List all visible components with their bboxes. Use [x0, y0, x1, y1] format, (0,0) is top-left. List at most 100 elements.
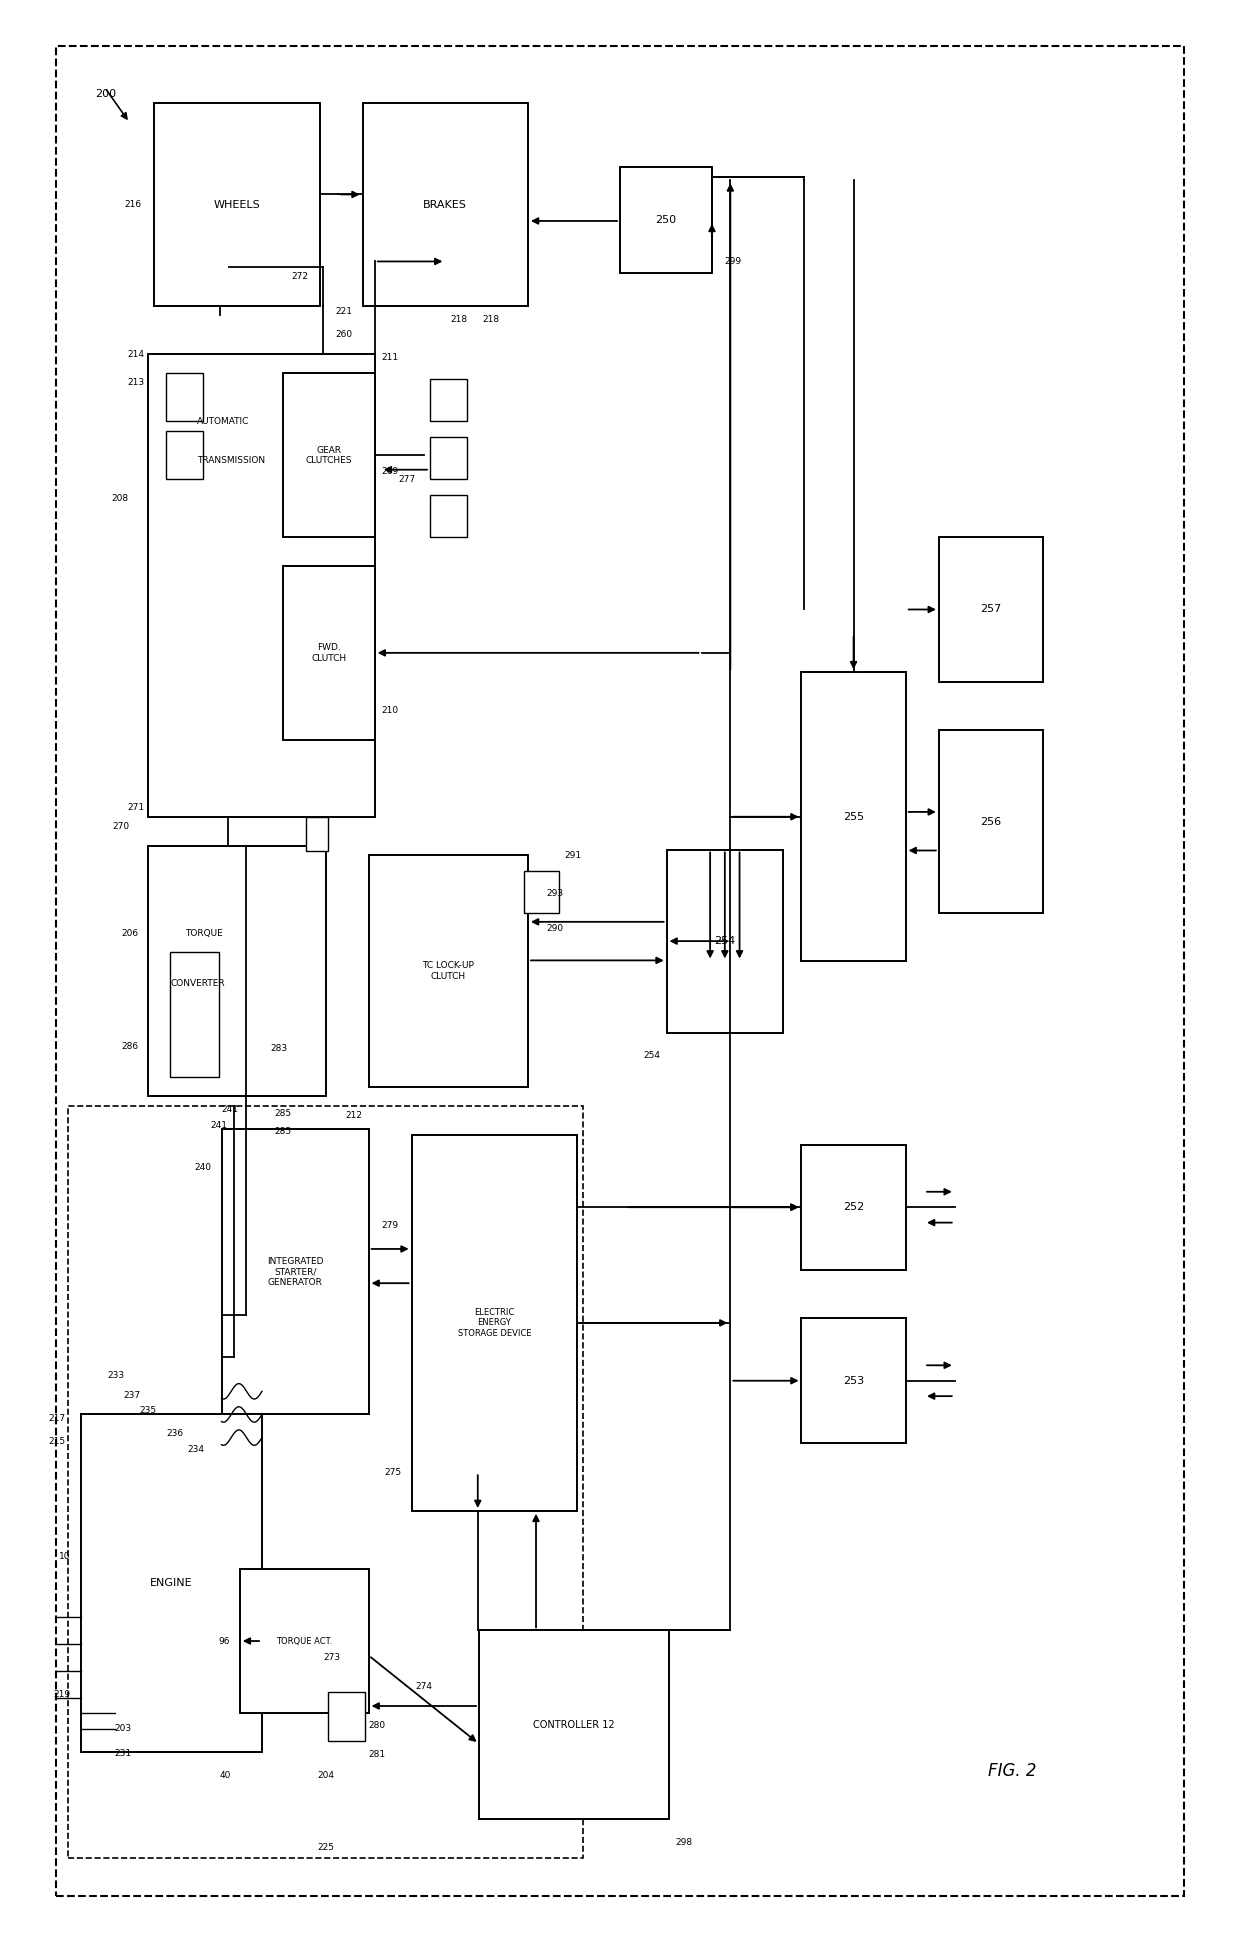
Text: 286: 286: [122, 1041, 138, 1051]
Text: INTEGRATED
STARTER/
GENERATOR: INTEGRATED STARTER/ GENERATOR: [267, 1256, 324, 1288]
Bar: [170, 952, 219, 1078]
Text: 214: 214: [128, 350, 144, 359]
Bar: [430, 379, 466, 421]
Bar: [166, 373, 203, 421]
Text: 279: 279: [382, 1222, 399, 1231]
Text: 273: 273: [324, 1653, 341, 1662]
Bar: [430, 495, 466, 538]
Text: 277: 277: [398, 476, 415, 484]
Bar: [430, 437, 466, 480]
Text: 210: 210: [381, 707, 398, 715]
Text: 213: 213: [128, 379, 144, 386]
Text: 274: 274: [415, 1682, 433, 1691]
Text: 217: 217: [48, 1414, 66, 1423]
Text: 281: 281: [368, 1750, 386, 1759]
Bar: [283, 373, 374, 538]
Bar: [667, 849, 784, 1033]
Text: AUTOMATIC: AUTOMATIC: [197, 418, 249, 425]
Text: 298: 298: [675, 1837, 692, 1847]
Bar: [362, 103, 528, 305]
Text: 283: 283: [270, 1043, 288, 1053]
Text: TC LOCK-UP
CLUTCH: TC LOCK-UP CLUTCH: [423, 961, 474, 981]
Bar: [222, 1128, 368, 1414]
Text: 208: 208: [112, 493, 128, 503]
Text: GEAR
CLUTCHES: GEAR CLUTCHES: [305, 445, 352, 464]
Text: 240: 240: [195, 1163, 212, 1173]
Text: 96: 96: [218, 1637, 231, 1645]
Text: 215: 215: [48, 1437, 66, 1447]
Text: 233: 233: [108, 1371, 124, 1381]
Text: 255: 255: [843, 812, 864, 821]
Text: 231: 231: [115, 1750, 131, 1758]
Text: 241: 241: [222, 1105, 238, 1115]
Text: 252: 252: [843, 1202, 864, 1212]
Bar: [801, 672, 905, 961]
Text: 200: 200: [95, 89, 117, 99]
Text: WHEELS: WHEELS: [213, 200, 260, 210]
Bar: [525, 870, 559, 913]
Text: 218: 218: [482, 315, 500, 324]
Text: 290: 290: [547, 924, 563, 932]
Text: FWD.
CLUTCH: FWD. CLUTCH: [311, 643, 346, 662]
Bar: [81, 1414, 262, 1752]
Text: 204: 204: [317, 1771, 335, 1779]
Text: 203: 203: [115, 1724, 131, 1734]
Bar: [620, 167, 712, 274]
Text: 293: 293: [547, 889, 563, 899]
Text: 241: 241: [211, 1121, 228, 1130]
Text: ENGINE: ENGINE: [150, 1579, 192, 1589]
Text: 218: 218: [451, 315, 467, 324]
Text: TORQUE: TORQUE: [185, 928, 222, 938]
Bar: [801, 1144, 905, 1270]
Text: 10: 10: [60, 1552, 71, 1561]
Bar: [801, 1319, 905, 1443]
Text: 285: 285: [274, 1126, 291, 1136]
Bar: [939, 730, 1043, 913]
Text: TRANSMISSION: TRANSMISSION: [197, 456, 265, 464]
Bar: [68, 1105, 583, 1858]
Text: 280: 280: [368, 1721, 386, 1730]
Bar: [154, 103, 320, 305]
Bar: [479, 1631, 670, 1820]
Text: 209: 209: [381, 468, 398, 476]
Text: 254: 254: [644, 1051, 661, 1060]
Text: 291: 291: [565, 851, 582, 860]
Bar: [939, 538, 1043, 682]
Text: 235: 235: [139, 1406, 156, 1416]
Text: 285: 285: [274, 1109, 291, 1119]
Text: 211: 211: [381, 353, 398, 363]
Text: 256: 256: [981, 816, 1002, 827]
Bar: [329, 1693, 365, 1740]
Text: 221: 221: [336, 307, 352, 317]
Text: 299: 299: [724, 256, 742, 266]
Text: BRAKES: BRAKES: [423, 200, 467, 210]
Bar: [412, 1134, 577, 1511]
Bar: [148, 845, 326, 1097]
Text: ELECTRIC
ENERGY
STORAGE DEVICE: ELECTRIC ENERGY STORAGE DEVICE: [458, 1309, 531, 1338]
Text: 271: 271: [128, 802, 144, 812]
Text: CONVERTER: CONVERTER: [170, 979, 224, 988]
Text: 270: 270: [113, 821, 129, 831]
Text: CONTROLLER 12: CONTROLLER 12: [533, 1721, 615, 1730]
Text: 219: 219: [53, 1690, 71, 1699]
Bar: [166, 431, 203, 480]
Text: 216: 216: [125, 200, 141, 210]
Text: 206: 206: [122, 928, 138, 938]
Bar: [306, 818, 329, 851]
Text: FIG. 2: FIG. 2: [988, 1761, 1037, 1781]
Text: 234: 234: [187, 1445, 205, 1455]
Bar: [283, 567, 374, 740]
Text: 237: 237: [124, 1390, 140, 1400]
Text: 225: 225: [317, 1843, 335, 1853]
Text: 253: 253: [843, 1375, 864, 1387]
Text: 212: 212: [346, 1111, 362, 1121]
Text: 272: 272: [291, 272, 309, 282]
Text: 40: 40: [219, 1771, 231, 1779]
Bar: [239, 1569, 368, 1713]
Text: 257: 257: [981, 604, 1002, 614]
Bar: [148, 353, 374, 818]
Text: 250: 250: [656, 216, 677, 225]
Bar: [368, 854, 528, 1088]
Text: TORQUE ACT.: TORQUE ACT.: [277, 1637, 332, 1645]
Text: 260: 260: [336, 330, 352, 340]
